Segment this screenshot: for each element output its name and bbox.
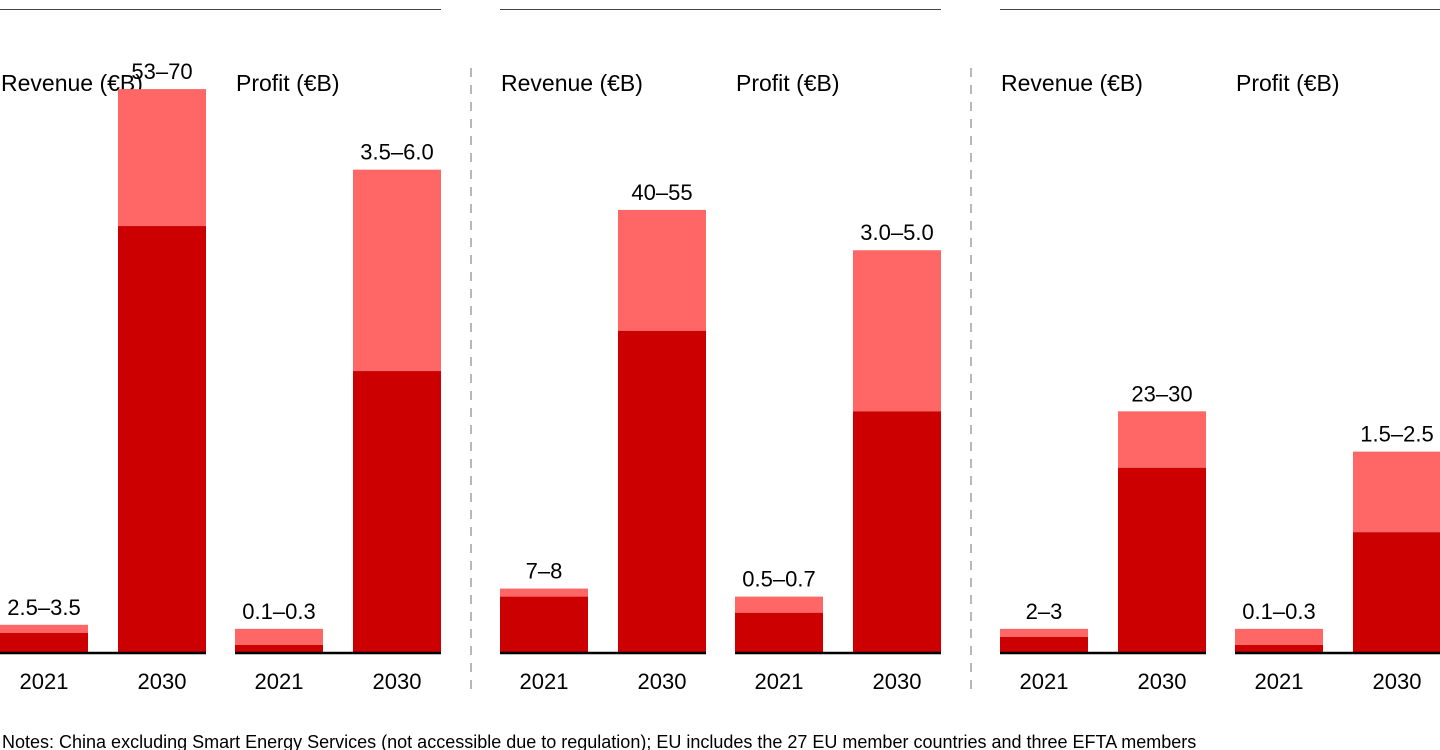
revenue-category-label-2021: 2021 bbox=[20, 669, 69, 694]
profit-data-label-2030: 3.0–5.0 bbox=[860, 220, 933, 245]
profit-label: Profit (€B) bbox=[236, 70, 340, 96]
revenue-bar-low-2021 bbox=[500, 596, 588, 653]
profit-bar-low-2030 bbox=[353, 371, 441, 653]
revenue-data-label-2030: 23–30 bbox=[1131, 381, 1192, 406]
revenue-label: Revenue (€B) bbox=[1001, 70, 1143, 96]
revenue-bar-range-2030 bbox=[118, 89, 206, 227]
revenue-profit-chart: Revenue (€B) 2.5–3.5 2021 53–70 2030 Profit (… bbox=[0, 9, 1440, 694]
profit-category-label-2030: 2030 bbox=[873, 669, 922, 694]
revenue-bar-range-2021 bbox=[0, 624, 88, 633]
revenue-category-label-2030: 2030 bbox=[1138, 669, 1187, 694]
revenue-category-label-2021: 2021 bbox=[520, 669, 569, 694]
revenue-category-label-2021: 2021 bbox=[1020, 669, 1069, 694]
revenue-category-label-2030: 2030 bbox=[138, 669, 187, 694]
revenue-bar-range-2030 bbox=[1118, 411, 1206, 468]
profit-bar-range-2021 bbox=[235, 628, 323, 645]
profit-data-label-2030: 3.5–6.0 bbox=[360, 140, 433, 165]
profit-bar-range-2021 bbox=[1235, 628, 1323, 645]
profit-data-label-2021: 0.5–0.7 bbox=[742, 567, 815, 592]
revenue-bar-low-2021 bbox=[0, 632, 88, 653]
profit-bar-range-2030 bbox=[1353, 451, 1440, 533]
revenue-bar-range-2021 bbox=[1000, 628, 1088, 637]
profit-label: Profit (€B) bbox=[736, 70, 840, 96]
profit-category-label-2021: 2021 bbox=[255, 669, 304, 694]
profit-category-label-2030: 2030 bbox=[373, 669, 422, 694]
revenue-data-label-2021: 2–3 bbox=[1026, 599, 1063, 624]
profit-bar-low-2021 bbox=[235, 644, 323, 653]
profit-data-label-2021: 0.1–0.3 bbox=[242, 599, 315, 624]
revenue-bar-range-2030 bbox=[618, 209, 706, 331]
revenue-label: Revenue (€B) bbox=[501, 70, 643, 96]
profit-category-label-2021: 2021 bbox=[1255, 669, 1304, 694]
profit-data-label-2021: 0.1–0.3 bbox=[1242, 599, 1315, 624]
profit-bar-low-2021 bbox=[735, 612, 823, 653]
revenue-bar-low-2030 bbox=[118, 226, 206, 654]
profit-label: Profit (€B) bbox=[1236, 70, 1340, 96]
chart-notes: Notes: China excluding Smart Energy Serv… bbox=[2, 732, 1197, 750]
revenue-category-label-2030: 2030 bbox=[638, 669, 687, 694]
profit-category-label-2021: 2021 bbox=[755, 669, 804, 694]
profit-bar-low-2021 bbox=[1235, 644, 1323, 653]
revenue-bar-low-2030 bbox=[618, 330, 706, 653]
revenue-bar-low-2021 bbox=[1000, 636, 1088, 653]
revenue-data-label-2021: 7–8 bbox=[526, 559, 563, 584]
revenue-bar-range-2021 bbox=[500, 588, 588, 597]
profit-bar-range-2030 bbox=[353, 169, 441, 372]
profit-bar-low-2030 bbox=[1353, 532, 1440, 653]
profit-bar-low-2030 bbox=[853, 411, 941, 653]
revenue-data-label-2030: 40–55 bbox=[631, 180, 692, 205]
revenue-bar-low-2030 bbox=[1118, 467, 1206, 653]
revenue-data-label-2030: 53–70 bbox=[131, 59, 192, 84]
profit-bar-range-2030 bbox=[853, 250, 941, 412]
profit-bar-range-2021 bbox=[735, 596, 823, 613]
profit-data-label-2030: 1.5–2.5 bbox=[1360, 422, 1433, 447]
revenue-data-label-2021: 2.5–3.5 bbox=[7, 595, 80, 620]
profit-category-label-2030: 2030 bbox=[1373, 669, 1422, 694]
